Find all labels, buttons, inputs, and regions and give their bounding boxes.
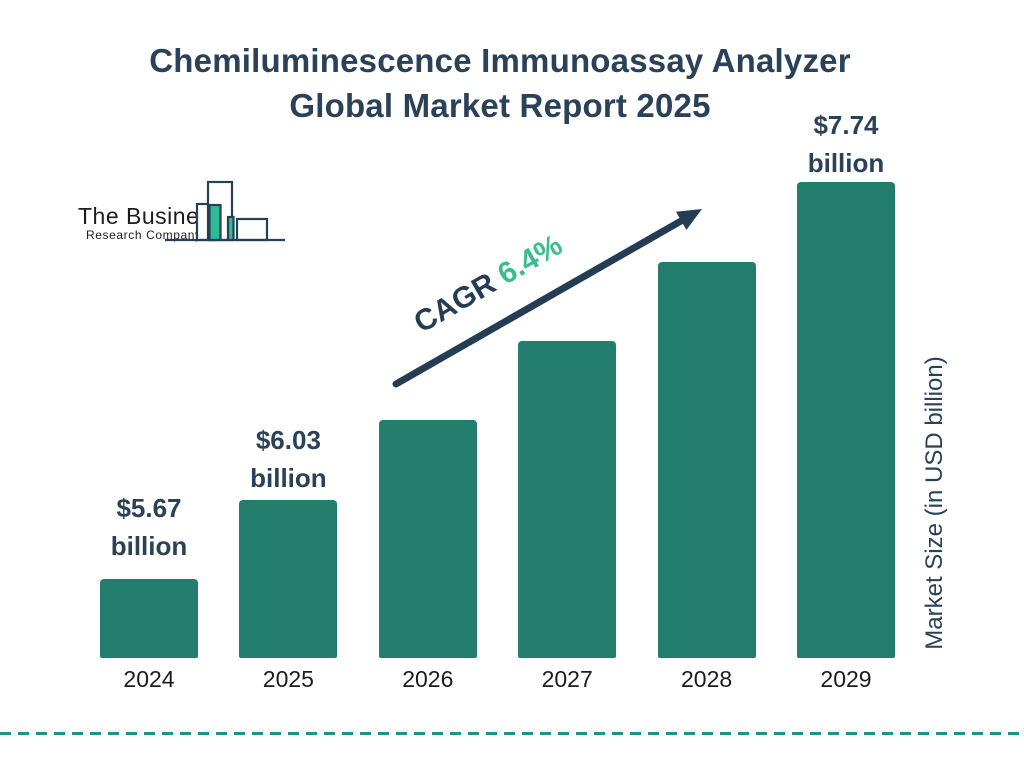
value-label-2024: $5.67 billion bbox=[64, 489, 234, 565]
value-amount: $5.67 bbox=[116, 493, 182, 523]
x-axis-label-2028: 2028 bbox=[681, 666, 733, 692]
x-axis-label-2024: 2024 bbox=[123, 666, 175, 692]
page-title-line2: Global Market Report 2025 bbox=[289, 87, 711, 124]
logo-bars-icon bbox=[165, 180, 285, 242]
bar-2025 bbox=[239, 500, 338, 658]
bar-2029 bbox=[797, 182, 895, 658]
company-logo: The Business Research Company bbox=[70, 175, 300, 250]
value-unit: billion bbox=[110, 531, 188, 561]
x-axis-label-2026: 2026 bbox=[402, 666, 454, 692]
logo-company-subname: Research Company bbox=[86, 228, 202, 242]
bar-2026 bbox=[378, 420, 477, 658]
bar-2027 bbox=[518, 341, 617, 658]
value-unit: billion bbox=[250, 463, 327, 493]
x-axis-label-2027: 2027 bbox=[541, 666, 593, 692]
value-amount: $6.03 bbox=[255, 425, 321, 455]
x-axis-label-2029: 2029 bbox=[820, 666, 872, 692]
bar-2024 bbox=[100, 579, 198, 658]
page-title-line1: Chemiluminescence Immunoassay Analyzer bbox=[149, 42, 851, 79]
bar-2028 bbox=[657, 262, 756, 658]
value-unit: billion bbox=[807, 148, 885, 178]
x-axis-label-2025: 2025 bbox=[262, 666, 314, 692]
value-amount: $7.74 bbox=[813, 110, 879, 140]
y-axis-label: Market Size (in USD billion) bbox=[921, 356, 948, 650]
value-label-2029: $7.74 billion bbox=[761, 106, 931, 182]
page-title: Chemiluminescence Immunoassay Analyzer G… bbox=[0, 38, 1000, 128]
value-label-2025: $6.03 billion bbox=[203, 421, 373, 497]
